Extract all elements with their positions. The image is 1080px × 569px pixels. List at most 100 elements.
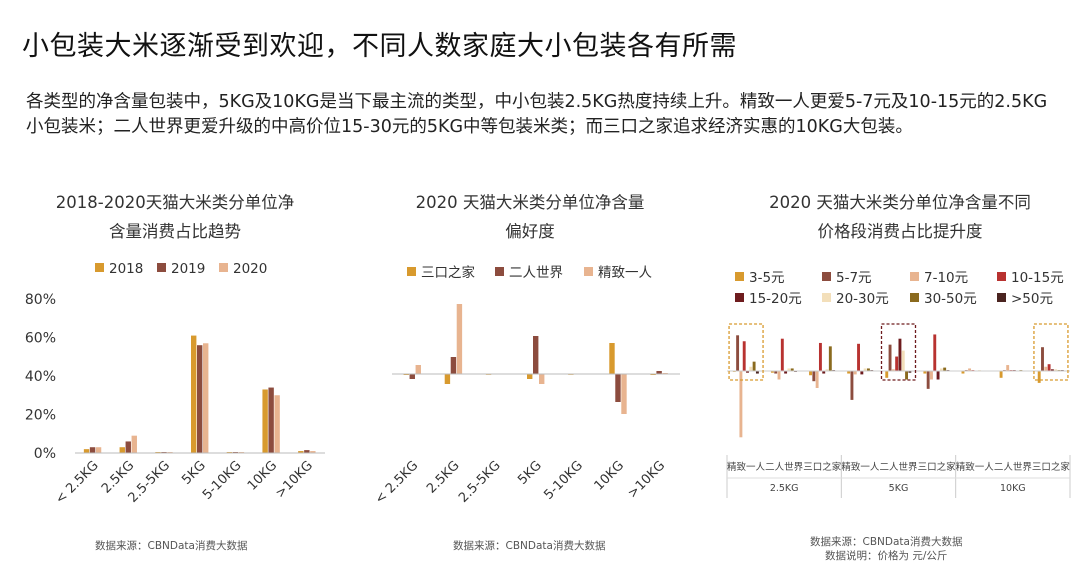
bar xyxy=(298,451,304,453)
bar xyxy=(444,374,451,384)
x-tick-label: 精致一人 xyxy=(841,461,880,473)
legend-label-7-10: 7-10元 xyxy=(924,270,969,286)
chart-1-title-line1: 2018-2020天猫大米类分单位净 xyxy=(55,193,295,212)
bar xyxy=(131,435,137,453)
bar xyxy=(409,374,415,379)
bar xyxy=(961,371,965,374)
legend-label-2018: 2018 xyxy=(109,261,144,277)
bar xyxy=(749,366,753,371)
x-tick-label: 二人世界 xyxy=(879,461,918,473)
bar xyxy=(539,374,545,384)
chart-3-title: 2020 天猫大米类分单位净含量不同 价格段消费占比提升度 xyxy=(740,188,1060,246)
group-label: 10KG xyxy=(1000,483,1026,494)
legend-swatch-2020 xyxy=(219,263,228,272)
x-tick-label: 三口之家 xyxy=(918,461,957,473)
bar xyxy=(125,441,131,453)
bar xyxy=(780,338,784,371)
y-tick-label: 0% xyxy=(34,446,56,462)
bar xyxy=(787,368,791,371)
legend-swatch-3-5 xyxy=(735,272,744,281)
x-tick-label: 三口之家 xyxy=(803,461,842,473)
bar xyxy=(615,374,621,402)
legend-label-10-15: 10-15元 xyxy=(1011,270,1064,286)
bar xyxy=(95,447,102,453)
bar xyxy=(815,371,819,388)
bar xyxy=(898,338,902,371)
legend-item-20-30: 20-30元 xyxy=(822,287,889,307)
bar xyxy=(812,371,816,382)
chart-2-title-line1: 2020 天猫大米类分单位净含量 xyxy=(415,193,645,212)
chart-3-title-line2: 价格段消费占比提升度 xyxy=(817,222,983,241)
bar xyxy=(939,368,943,371)
bar xyxy=(739,371,743,438)
bar xyxy=(1041,347,1044,371)
bar xyxy=(119,447,125,453)
bar xyxy=(1054,369,1058,371)
bar xyxy=(1050,369,1054,371)
bar xyxy=(268,387,274,453)
bar xyxy=(1037,371,1041,383)
bar xyxy=(770,371,774,373)
group-label: 5KG xyxy=(889,483,909,494)
chart-3-title-line1: 2020 天猫大米类分单位净含量不同 xyxy=(769,193,1031,212)
legend-swatch-20-30 xyxy=(822,293,831,302)
legend-item-50: >50元 xyxy=(997,287,1053,307)
bar xyxy=(943,367,947,371)
group-label: 2.5KG xyxy=(770,483,799,494)
legend-item-2020: 2020 xyxy=(219,261,267,277)
legend-item-7-10: 7-10元 xyxy=(910,266,968,286)
legend-item-5-7: 5-7元 xyxy=(822,266,872,286)
bar xyxy=(656,371,662,374)
highlight-box xyxy=(880,323,917,381)
bar xyxy=(923,371,927,374)
bar xyxy=(850,371,854,400)
bar xyxy=(197,345,203,453)
bar xyxy=(746,371,749,373)
legend-item-2018: 2018 xyxy=(95,261,143,277)
y-tick-label: 60% xyxy=(25,331,56,347)
bar xyxy=(999,371,1003,378)
bar xyxy=(853,371,857,375)
legend-swatch-jingzhi xyxy=(584,267,593,276)
bar xyxy=(609,343,615,374)
x-tick-label: 精致一人 xyxy=(956,461,995,473)
bar xyxy=(742,341,746,371)
legend-label-5-7: 5-7元 xyxy=(836,270,872,286)
bar xyxy=(857,343,860,371)
legend-item-10-15: 10-15元 xyxy=(997,266,1064,286)
bar xyxy=(905,371,908,380)
legend-label-50: >50元 xyxy=(1011,291,1053,307)
bar xyxy=(203,343,209,453)
bar xyxy=(191,335,197,453)
chart-3-source: 数据来源：CBNData消费大数据 数据说明：价格为 元/公斤 xyxy=(810,535,962,563)
chart-1-title-line2: 含量消费占比趋势 xyxy=(109,222,241,241)
legend-label-2020: 2020 xyxy=(233,261,268,277)
chart-2-title-line2: 偏好度 xyxy=(505,222,555,241)
bar xyxy=(1006,365,1010,371)
bar xyxy=(1044,366,1048,371)
bar xyxy=(901,350,905,371)
bar xyxy=(790,368,794,371)
bar xyxy=(89,447,96,453)
legend-item-erren: 二人世界 xyxy=(495,261,563,281)
bar xyxy=(891,369,895,371)
bar xyxy=(752,361,756,371)
legend-label-30-50: 30-50元 xyxy=(924,291,977,307)
legend-item-sankou: 三口之家 xyxy=(407,261,475,281)
legend-swatch-10-15 xyxy=(997,272,1006,281)
x-tick-label: 三口之家 xyxy=(1032,461,1071,473)
bar xyxy=(930,371,933,380)
legend-item-30-50: 30-50元 xyxy=(910,287,977,307)
bar xyxy=(968,368,972,371)
bar xyxy=(450,357,457,374)
legend-swatch-5-7 xyxy=(822,272,831,281)
bar xyxy=(825,369,829,371)
bar xyxy=(926,371,930,389)
legend-swatch-sankou xyxy=(407,267,416,276)
legend-label-sankou: 三口之家 xyxy=(421,265,475,281)
legend-swatch-30-50 xyxy=(910,293,919,302)
y-tick-label: 80% xyxy=(25,292,56,308)
legend-item-jingzhi: 精致一人 xyxy=(584,261,652,281)
bar xyxy=(777,371,781,380)
